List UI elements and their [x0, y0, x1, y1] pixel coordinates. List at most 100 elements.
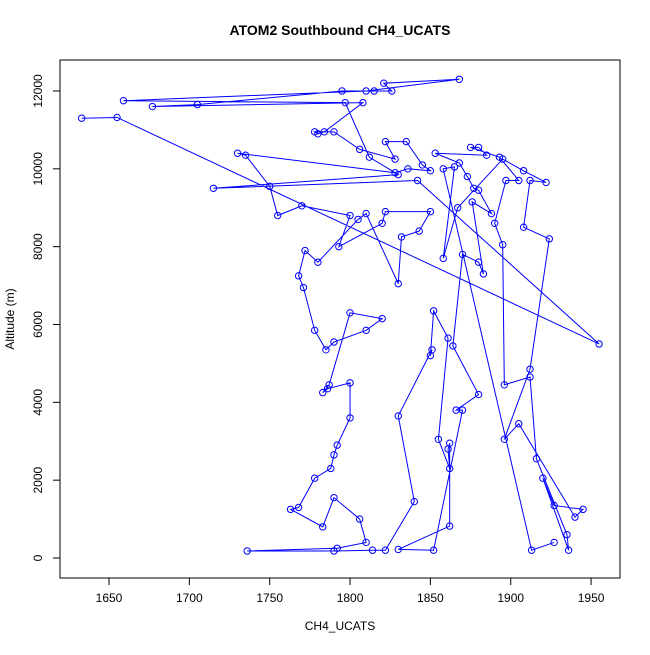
- data-point: [595, 340, 603, 348]
- data-point: [330, 493, 338, 502]
- data-point: [310, 326, 319, 335]
- data-point: [148, 102, 157, 111]
- data-point: [368, 546, 377, 554]
- data-point: [539, 474, 547, 482]
- data-point: [463, 172, 472, 181]
- data-point: [455, 75, 464, 84]
- data-point: [338, 87, 346, 95]
- x-tick-label: 1750: [256, 591, 283, 605]
- data-point: [378, 314, 386, 323]
- x-axis-label: CH4_UCATS: [305, 619, 375, 633]
- data-point: [241, 151, 250, 159]
- data-point: [346, 309, 354, 317]
- data-point: [320, 128, 329, 136]
- data-point: [515, 420, 523, 428]
- data-point: [532, 455, 541, 463]
- y-tick-label: 12000: [31, 74, 45, 108]
- data-point: [362, 538, 370, 547]
- data-point: [450, 163, 459, 171]
- data-point: [381, 546, 390, 554]
- data-point: [323, 385, 332, 393]
- data-point: [458, 250, 467, 259]
- data-point: [310, 128, 319, 136]
- data-point: [452, 406, 460, 414]
- data-point: [294, 503, 303, 512]
- x-tick-label: 1850: [417, 591, 444, 605]
- data-point: [394, 279, 402, 288]
- data-point: [404, 165, 412, 173]
- data-point: [439, 165, 447, 173]
- data-point: [362, 326, 370, 335]
- data-point: [418, 161, 427, 169]
- data-point: [527, 546, 536, 554]
- y-tick-label: 8000: [31, 233, 45, 260]
- data-point: [359, 98, 367, 107]
- data-point: [490, 219, 499, 228]
- data-point: [519, 167, 528, 175]
- data-point: [526, 373, 534, 381]
- data-point: [310, 474, 319, 482]
- data-point: [299, 283, 308, 292]
- data-line: [81, 78, 600, 552]
- x-tick-label: 1800: [337, 591, 364, 605]
- y-tick-label: 10000: [31, 152, 45, 186]
- data-point: [474, 186, 483, 194]
- data-point: [394, 412, 402, 420]
- data-point: [286, 505, 295, 514]
- data-point: [77, 114, 86, 122]
- data-point: [498, 155, 507, 163]
- data-point: [209, 184, 218, 192]
- data-point: [466, 143, 475, 152]
- data-point: [193, 100, 202, 109]
- data-point: [354, 215, 362, 224]
- data-point: [341, 98, 349, 107]
- x-tick-label: 1900: [497, 591, 524, 605]
- data-point: [355, 515, 364, 523]
- data-point: [294, 272, 303, 280]
- data-point: [444, 334, 452, 342]
- data-point: [346, 211, 354, 220]
- x-tick-label: 1700: [176, 591, 203, 605]
- data-point: [301, 246, 309, 255]
- data-point: [391, 155, 399, 163]
- data-point: [500, 381, 509, 389]
- data-point: [487, 209, 496, 218]
- data-point: [563, 530, 571, 539]
- data-point: [330, 547, 338, 555]
- data-point: [579, 505, 587, 514]
- data-point: [314, 258, 322, 266]
- data-point: [545, 235, 553, 243]
- data-point: [327, 464, 335, 473]
- data-point: [564, 546, 573, 554]
- data-point: [474, 390, 483, 399]
- data-point: [388, 87, 396, 95]
- data-point: [410, 497, 419, 506]
- data-point: [370, 87, 378, 95]
- data-point: [394, 545, 402, 554]
- data-point: [445, 464, 454, 473]
- data-point: [380, 79, 388, 87]
- data-point: [113, 113, 121, 122]
- y-tick-label: 4000: [31, 389, 45, 416]
- data-point: [542, 178, 550, 187]
- data-point: [526, 176, 534, 185]
- data-point: [330, 451, 338, 459]
- data-point: [319, 388, 327, 397]
- data-point: [322, 346, 330, 354]
- data-point: [454, 204, 462, 212]
- data-point: [415, 227, 423, 235]
- data-point: [479, 270, 488, 278]
- data-point: [526, 365, 534, 373]
- data-point: [319, 523, 327, 531]
- data-point: [397, 233, 406, 241]
- data-point: [346, 379, 354, 387]
- data-point: [426, 207, 435, 216]
- data-point: [365, 153, 374, 161]
- data-point: [482, 151, 491, 159]
- data-point: [439, 254, 447, 263]
- data-point: [413, 176, 422, 185]
- data-point: [119, 97, 128, 105]
- data-point: [243, 547, 251, 555]
